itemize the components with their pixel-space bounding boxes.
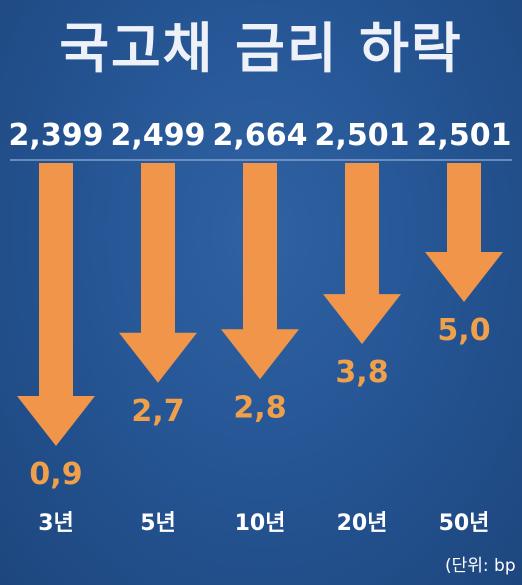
drop-value-label: 0,9 (29, 457, 82, 492)
drop-value-label: 3,8 (335, 355, 388, 390)
category-label: 5년 (140, 511, 176, 536)
baseline-value-label: 2,499 (111, 118, 206, 153)
category-label: 3년 (38, 511, 74, 536)
drop-value-label: 2,7 (131, 394, 184, 429)
category-label: 20년 (337, 511, 388, 536)
category-label: 10년 (235, 511, 286, 536)
down-arrow (17, 163, 95, 446)
drop-value-label: 2,8 (233, 390, 286, 425)
down-arrow (221, 163, 299, 380)
unit-note: (단위: bp (445, 556, 516, 576)
down-arrow (119, 163, 197, 383)
baseline-value-label: 2,664 (213, 118, 308, 153)
chart-title: 국고채 금리 하락 (59, 17, 463, 80)
drop-value-label: 5,0 (437, 313, 490, 348)
down-arrow (425, 163, 503, 302)
baseline-value-label: 2,501 (315, 118, 410, 153)
down-arrow (323, 163, 401, 345)
baseline-value-label: 2,399 (9, 118, 104, 153)
category-label: 50년 (439, 511, 490, 536)
baseline-value-label: 2,501 (417, 118, 512, 153)
